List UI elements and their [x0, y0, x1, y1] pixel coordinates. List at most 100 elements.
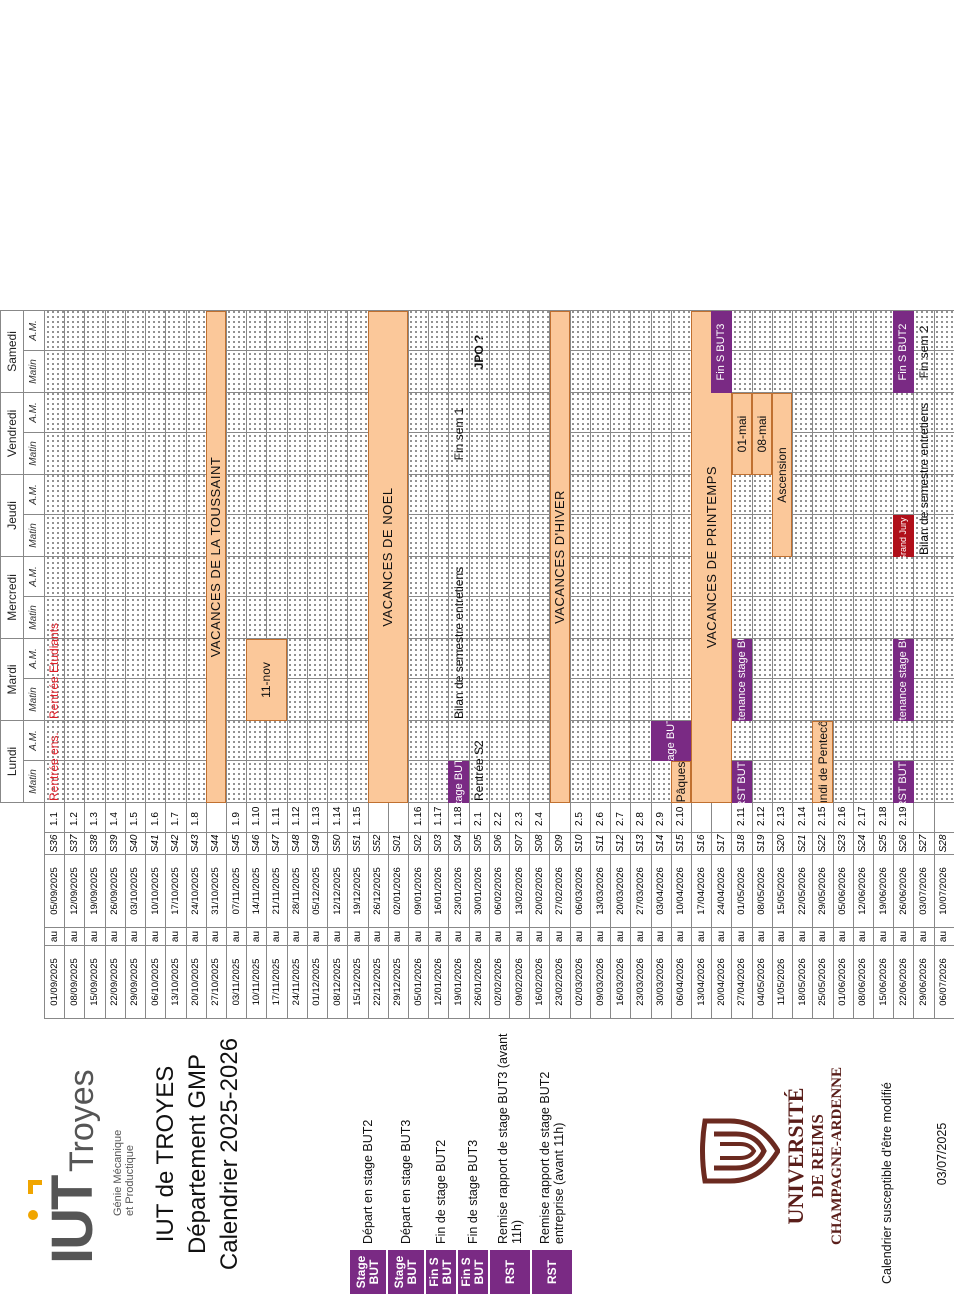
week-end-date: 13/02/2026 — [509, 854, 530, 928]
legend-text: Fin de stage BUT3 — [466, 1139, 480, 1244]
week-start-date: 23/02/2026 — [549, 945, 571, 1019]
week-au-label: au — [752, 927, 773, 946]
halfday-cell — [125, 310, 146, 351]
week-number: S24 — [853, 832, 874, 855]
week-au-label: au — [246, 927, 267, 946]
week-number: S25 — [873, 832, 894, 855]
halfday-cell — [165, 638, 187, 679]
week-start-date: 10/11/2025 — [246, 945, 267, 1019]
halfday-cell — [105, 514, 126, 557]
event-label: 01-mai — [734, 415, 749, 453]
halfday-cell — [489, 760, 510, 803]
halfday-cell — [913, 596, 935, 639]
legend-text: Remise rapport de stage BUT2 entreprise … — [538, 1071, 566, 1244]
halfday-cell — [165, 392, 187, 433]
holiday-1-mai: 01-mai — [731, 393, 752, 475]
halfday-cell — [833, 760, 854, 803]
week-au-label: au — [206, 927, 227, 946]
week-number: S13 — [630, 832, 652, 855]
halfday-cell — [570, 556, 591, 597]
halfday-cell — [64, 474, 85, 515]
halfday-cell — [833, 720, 854, 761]
halfday-cell — [186, 760, 207, 803]
week-row: 06/10/2025 au 10/10/2025 S41 1.6 — [145, 310, 166, 1019]
halfday-cell — [752, 678, 773, 721]
halfday-cell — [570, 596, 591, 639]
week-number: S08 — [529, 832, 550, 855]
halfday-cell — [327, 556, 348, 597]
teaching-week-index: 1.3 — [84, 802, 106, 833]
event-label: Ascension — [775, 447, 790, 503]
teaching-week-index: 2.1 — [469, 802, 490, 833]
holiday-11-nov: 11-nov — [246, 639, 287, 721]
week-end-date: 05/06/2026 — [833, 854, 854, 928]
bilan-semestre-1: Bilan de semestre entretiens — [448, 557, 468, 721]
legend-tag-line2: BUT — [440, 1259, 454, 1285]
week-number: S23 — [833, 832, 854, 855]
halfday-cell — [833, 596, 854, 639]
halfday-cell — [529, 556, 550, 597]
halfday-cell — [812, 310, 834, 351]
week-row: 20/10/2025 au 24/10/2025 S43 1.8 — [186, 310, 207, 1019]
halfday-cell — [913, 760, 935, 803]
halfday-cell — [428, 392, 449, 433]
title-line3: Calendrier 2025-2026 — [216, 1037, 243, 1271]
week-row: 01/06/2026 au 05/06/2026 S23 2.16 — [833, 310, 854, 1019]
halfday-cell — [145, 760, 166, 803]
teaching-week-index: 2.3 — [509, 802, 530, 833]
halfday-cell — [287, 514, 308, 557]
halfday-cell — [428, 556, 449, 597]
week-end-date: 20/02/2026 — [529, 854, 550, 928]
week-start-date: 29/06/2026 — [913, 945, 935, 1019]
teaching-week-index: 1.14 — [327, 802, 348, 833]
week-start-date: 15/12/2025 — [347, 945, 368, 1019]
halfday-cell — [792, 310, 813, 351]
halfday-cell — [125, 638, 146, 679]
event-label: Soutenance stage BUT3 — [735, 639, 748, 721]
legend-text: Remise rapport de stage BUT3 (avant 11h) — [496, 1033, 524, 1244]
week-end-date: 14/11/2025 — [246, 854, 267, 928]
week-start-date: 01/12/2025 — [307, 945, 328, 1019]
halfday-cell — [145, 556, 166, 597]
fin-semestre-1: Fin sem 1 — [448, 393, 468, 475]
vacation-toussaint: VACANCES DE LA TOUSSAINT — [205, 311, 226, 803]
halfday-cell — [529, 474, 550, 515]
week-number: S17 — [711, 832, 732, 855]
week-au-label: au — [509, 927, 530, 946]
halfday-cell — [266, 720, 288, 761]
halfday-cell — [307, 638, 328, 679]
halfday-cell — [570, 310, 591, 351]
university-line2: DE REIMS — [808, 1114, 827, 1198]
week-number: S27 — [913, 832, 935, 855]
week-end-date: 05/12/2025 — [307, 854, 328, 928]
legend-tag: Stage BUT — [350, 1250, 386, 1294]
halfday-cell — [307, 350, 328, 393]
halfday-cell — [347, 760, 368, 803]
logo-sub-line2: et Productique — [124, 1145, 136, 1216]
legend-text: Fin de stage BUT2 — [434, 1139, 448, 1244]
fin-stage-but2: Fin S BUT2 — [893, 311, 914, 393]
halfday-cell — [671, 350, 692, 393]
halfday-cell — [408, 556, 429, 597]
week-end-date: 24/04/2026 — [711, 854, 732, 928]
halfday-cell — [630, 392, 652, 433]
holiday-paques: Pâques — [670, 761, 692, 803]
halfday-cell — [731, 310, 753, 351]
urca-logo: UNIVERSITÉ DE REIMS CHAMPAGNE-ARDENNE — [700, 1036, 850, 1276]
soutenance-but2: Soutenance stage BUT2 — [893, 639, 914, 721]
week-end-date: 30/01/2026 — [469, 854, 490, 928]
week-number: S41 — [145, 832, 166, 855]
halfday-cell — [266, 432, 288, 475]
halfday-cell — [84, 514, 106, 557]
week-end-date: 09/01/2026 — [408, 854, 429, 928]
halfday-cell — [630, 474, 652, 515]
halfday-cell — [610, 638, 631, 679]
halfday-cell — [570, 392, 591, 433]
week-start-date: 30/03/2026 — [651, 945, 672, 1019]
week-start-date: 25/05/2026 — [812, 945, 834, 1019]
halfday-cell — [287, 474, 308, 515]
halfday-cell — [226, 474, 247, 515]
week-row: 09/02/2026 au 13/02/2026 S07 2.3 — [509, 310, 530, 1019]
